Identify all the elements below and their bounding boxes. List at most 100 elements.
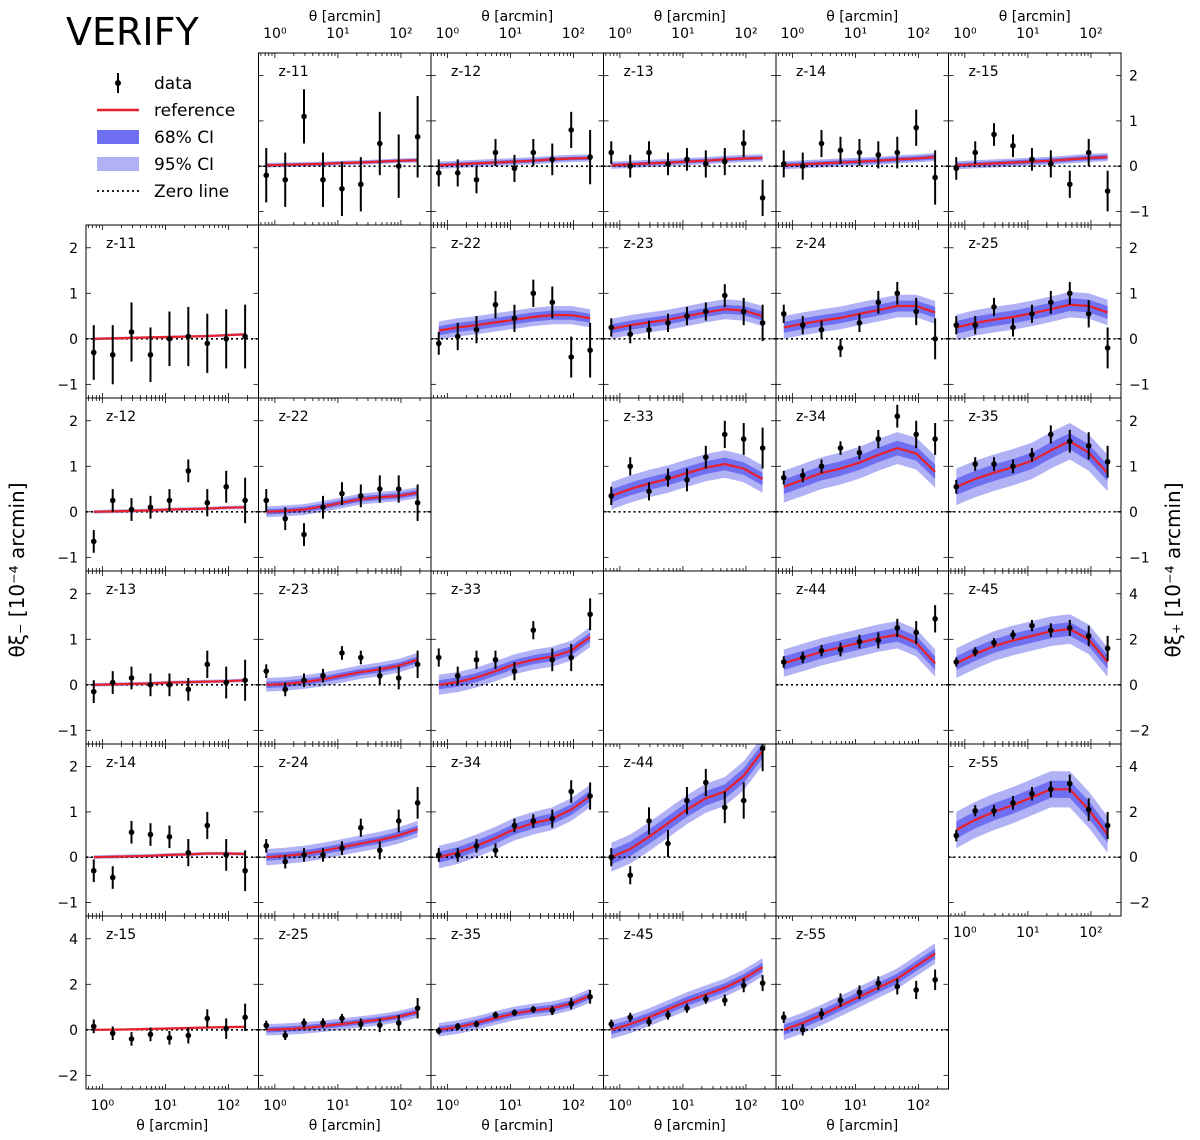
panel-plus-z-13: z-13 [603, 52, 777, 226]
data-point [454, 1023, 461, 1030]
data-point [90, 538, 97, 545]
data-point [1010, 800, 1016, 806]
data-point [147, 351, 154, 358]
reference-line [610, 966, 764, 1031]
panel-plus-z-34: z-34 [775, 397, 949, 572]
data-point [665, 1012, 671, 1018]
legend: data reference 68% CI 95% CI Zero line [97, 73, 235, 202]
legend-ci95-swatch [97, 157, 139, 171]
data-point [818, 647, 825, 654]
panel-label: z-14 [796, 64, 826, 80]
panel-plot-area [86, 302, 259, 385]
x-tick-label-top: 10⁰ [781, 26, 805, 42]
data-point [991, 639, 997, 646]
data-point [608, 149, 615, 156]
data-point [282, 686, 289, 693]
data-point [991, 807, 997, 814]
data-point [1029, 790, 1035, 797]
panel-plus-z-24: z-24 [775, 224, 949, 399]
data-point [608, 854, 615, 860]
data-point [90, 1023, 97, 1030]
data-point [395, 486, 402, 492]
data-point [721, 292, 728, 299]
data-point [147, 504, 154, 511]
data-point [530, 818, 537, 824]
data-point [684, 1005, 690, 1011]
data-point [435, 654, 442, 661]
panel-label: z-34 [451, 755, 481, 771]
data-point [358, 181, 364, 188]
x-axis-label-top: θ [arcmin] [481, 9, 553, 25]
x-axis-label-bottom: θ [arcmin] [654, 1118, 726, 1134]
data-point [972, 649, 979, 655]
data-point [721, 997, 728, 1004]
reference-line [266, 658, 418, 686]
data-point [684, 156, 690, 163]
panel-plus-z-25: z-25 −1 0 1 2 [948, 224, 1150, 399]
data-point [1010, 463, 1016, 470]
reference-line [93, 852, 246, 859]
data-point [109, 497, 116, 504]
y-tick-label: 2 [1129, 414, 1138, 430]
panel-minus-z-12: z-12 −1 0 1 2 [57, 397, 259, 572]
data-point [166, 682, 173, 688]
data-point [223, 336, 230, 342]
data-point [301, 113, 307, 120]
data-point [1029, 622, 1035, 629]
panel-plot-area [258, 475, 431, 546]
y-tick-label: 1 [1129, 286, 1138, 302]
data-point [856, 638, 863, 645]
data-point [128, 1036, 135, 1042]
y-axis-label-right: θξ₊ [10⁻⁴ arcmin] [1161, 482, 1185, 657]
data-point [1085, 633, 1092, 639]
data-point [837, 997, 844, 1004]
panel-plot-area [603, 420, 776, 513]
data-point [263, 668, 270, 674]
data-point [1029, 310, 1035, 317]
data-point [703, 308, 709, 315]
data-point [972, 807, 979, 814]
data-point [991, 131, 997, 138]
data-point [185, 686, 192, 693]
panel-plot-area [776, 404, 949, 513]
data-point [204, 340, 211, 347]
x-tick-label-bottom-z55: 10⁰ [953, 925, 977, 941]
data-point [780, 1014, 787, 1021]
legend-reference-label: reference [154, 101, 235, 121]
data-point [90, 867, 97, 874]
reference-line [266, 1011, 418, 1031]
panel-plot-area [86, 1003, 259, 1046]
panel-label: z-35 [451, 927, 481, 943]
data-point [1029, 156, 1035, 163]
data-point [991, 461, 997, 467]
data-point [665, 840, 671, 847]
x-axis-label-top: θ [arcmin] [999, 9, 1071, 25]
data-point [492, 301, 499, 308]
panel-minus-z-24: z-24 [258, 743, 432, 917]
y-tick-label: 2 [69, 414, 78, 430]
y-tick-label: 0 [1129, 678, 1138, 694]
data-point [1066, 181, 1073, 188]
data-point [856, 449, 863, 456]
data-point [1085, 310, 1092, 317]
data-point [856, 989, 863, 996]
panel-minus-z-25: z-25 [258, 915, 432, 1090]
data-point [740, 982, 747, 989]
data-point [395, 675, 402, 681]
data-point [991, 304, 997, 310]
y-tick-label: −1 [1129, 204, 1150, 220]
data-point [395, 1020, 402, 1026]
panel-plus-z-55: z-55 −2 0 2 4 [948, 743, 1150, 917]
x-tick-label-bottom-z55: 10² [1079, 925, 1102, 941]
panel-plus-z-22: z-22 [430, 224, 604, 399]
panel-label: z-15 [969, 64, 999, 80]
data-point [1066, 438, 1073, 445]
data-point [414, 133, 421, 140]
data-point [128, 506, 135, 513]
data-point [263, 843, 270, 849]
data-point [953, 483, 960, 490]
data-point [568, 788, 575, 795]
x-tick-label-top: 10⁰ [263, 26, 287, 42]
data-point [608, 493, 615, 499]
data-point [492, 149, 499, 156]
